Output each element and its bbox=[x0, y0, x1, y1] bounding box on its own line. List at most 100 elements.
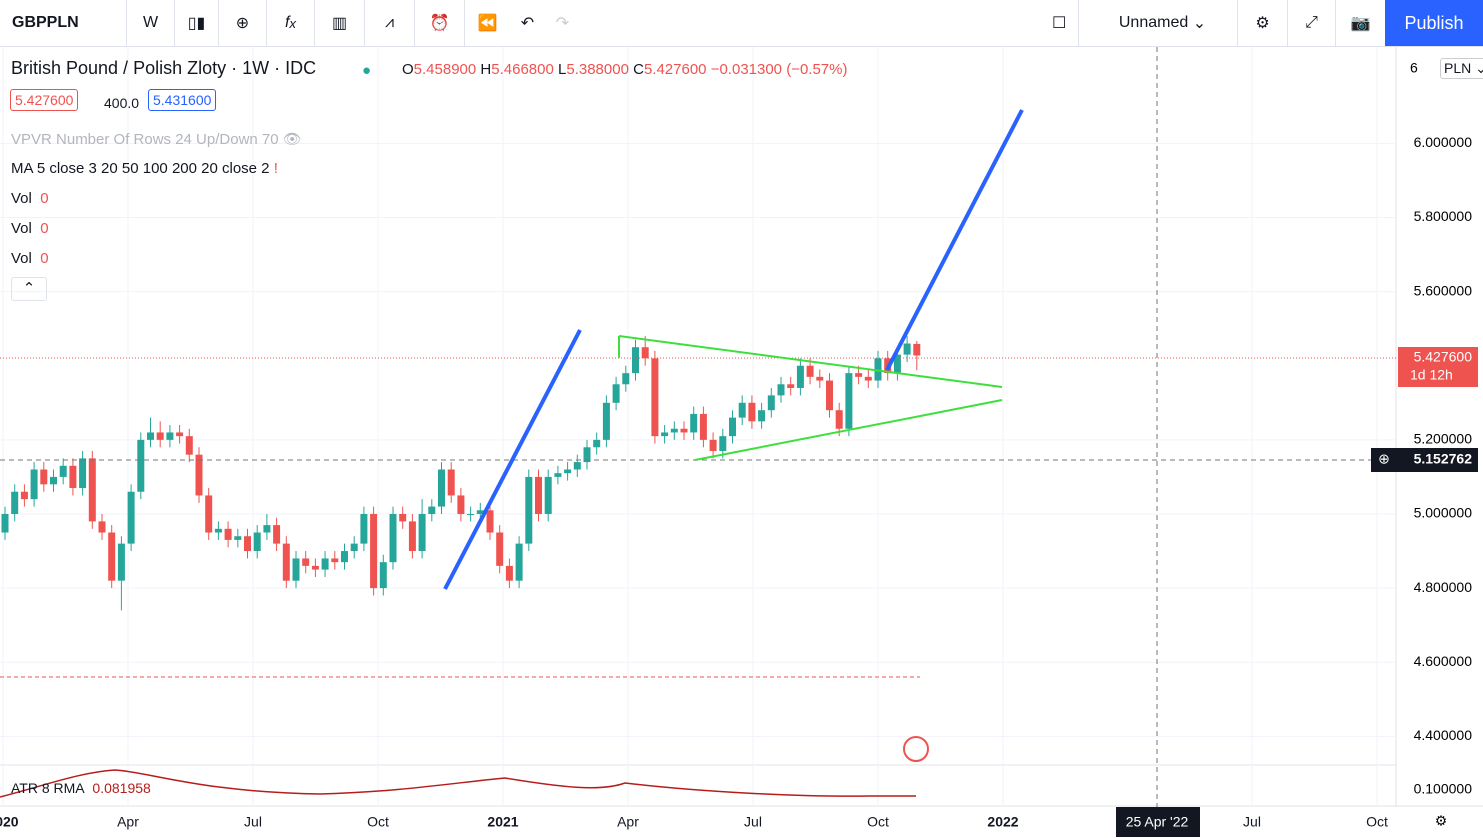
vol-label: Vol bbox=[11, 220, 32, 237]
candle-body bbox=[224, 528, 232, 540]
candle-body bbox=[263, 525, 271, 533]
candles bbox=[1, 336, 921, 611]
candle-body bbox=[845, 373, 853, 429]
candle-body bbox=[20, 491, 28, 500]
alert[interactable]: ⏰ bbox=[415, 0, 465, 46]
candle-body bbox=[282, 543, 290, 581]
c: 5.427600 bbox=[643, 61, 707, 78]
grid bbox=[0, 47, 1396, 806]
candle-body bbox=[476, 510, 484, 514]
x-tick-label: Jul bbox=[244, 814, 262, 830]
bid[interactable]: 5.427600 bbox=[10, 89, 79, 111]
candle-body bbox=[729, 417, 736, 437]
candle-body bbox=[796, 365, 804, 388]
x-tick-label: 2020 bbox=[0, 814, 19, 830]
atr-value: 0.081958 bbox=[92, 780, 151, 796]
atr-axis-label: 0.100000 bbox=[1414, 781, 1473, 797]
candle-body bbox=[826, 380, 833, 411]
candle-body bbox=[11, 491, 19, 514]
candle-body bbox=[612, 384, 620, 403]
currency[interactable]: PLN ⌄ bbox=[1440, 58, 1483, 79]
atr-line bbox=[0, 769, 916, 798]
candle-body bbox=[147, 432, 154, 440]
crosshair-plus: ⊕ bbox=[1378, 451, 1390, 467]
atr-label: ATR 8 RMA bbox=[11, 780, 85, 796]
undo[interactable]: ↶ bbox=[520, 15, 535, 32]
candle-body bbox=[253, 532, 261, 552]
axis-settings[interactable]: ⚙ bbox=[1435, 813, 1448, 829]
settings[interactable]: ⚙ bbox=[1238, 0, 1288, 46]
candle-body bbox=[88, 458, 96, 522]
candle-body bbox=[602, 402, 610, 440]
candle-body bbox=[748, 402, 756, 422]
indicator[interactable]: VPVR Number Of Rows 24 Up/Down 70 👁 bbox=[11, 131, 302, 148]
candle-body bbox=[59, 465, 67, 477]
fullscreen[interactable]: ⤢ bbox=[1288, 0, 1336, 46]
collapse-legend[interactable]: ⌃ bbox=[11, 277, 47, 301]
candle-body bbox=[428, 506, 436, 514]
publish-button[interactable]: Publish bbox=[1385, 0, 1483, 46]
change: −0.031300 (−0.57%) bbox=[710, 61, 848, 78]
candle-body bbox=[457, 495, 465, 514]
trend-line[interactable] bbox=[885, 109, 1024, 371]
l-label: L bbox=[558, 61, 567, 78]
candle-body bbox=[787, 384, 795, 388]
indicator[interactable]: MA 5 close 3 20 50 100 200 20 close 2 ! bbox=[11, 160, 278, 177]
currency-text: PLN bbox=[1444, 60, 1472, 76]
templates[interactable]: ▥ bbox=[315, 0, 365, 46]
crosshair-price: 5.152762 bbox=[1414, 451, 1473, 467]
redo[interactable]: ↷ bbox=[555, 15, 570, 32]
candle-body bbox=[709, 439, 717, 451]
candle-body bbox=[593, 439, 601, 448]
last-price-box bbox=[1398, 347, 1478, 387]
ask[interactable]: 5.431600 bbox=[148, 89, 217, 111]
candle-body bbox=[486, 510, 494, 533]
candle-body bbox=[156, 432, 164, 440]
candle-body bbox=[690, 413, 698, 433]
y-tick-label: 4.800000 bbox=[1414, 579, 1473, 595]
candle-body bbox=[641, 347, 649, 359]
alerts-chart[interactable]: ⩘ bbox=[365, 0, 415, 46]
o: 5.458900 bbox=[413, 61, 477, 78]
interval[interactable]: W bbox=[127, 0, 175, 46]
candle-body bbox=[408, 521, 416, 552]
layout-name[interactable]: Unnamed ⌄ bbox=[1088, 0, 1238, 46]
triangle-upper[interactable] bbox=[618, 335, 1003, 388]
x-tick-label: Oct bbox=[367, 814, 389, 830]
o-label: O bbox=[402, 61, 414, 78]
candle-body bbox=[311, 565, 319, 570]
candle-body bbox=[651, 358, 659, 437]
warning: ! bbox=[273, 160, 278, 177]
time-axis: 2020 Apr Jul Oct 2021 Apr Jul Oct 2022 25 Apr '22… bbox=[0, 814, 1388, 830]
vol-value: 0 bbox=[40, 250, 49, 267]
candle-body bbox=[331, 558, 339, 563]
candle-body bbox=[447, 469, 455, 496]
candle-body bbox=[661, 432, 669, 437]
candle-body bbox=[50, 476, 57, 485]
replay[interactable]: ⏪ bbox=[477, 15, 498, 32]
candle-body bbox=[874, 358, 882, 381]
candle-body bbox=[185, 436, 193, 455]
event-icon[interactable] bbox=[903, 736, 929, 762]
candle-body bbox=[30, 469, 38, 500]
symbol[interactable]: GBPPLN bbox=[0, 0, 127, 46]
bar-style[interactable]: ▯▮ bbox=[175, 0, 219, 46]
triangle-lower[interactable] bbox=[694, 399, 1003, 461]
x-tick-label: Jul bbox=[1243, 814, 1261, 830]
candle-body bbox=[69, 465, 77, 489]
candle-body bbox=[350, 543, 358, 552]
candle-body bbox=[670, 428, 678, 433]
x-tick-label: 25 Apr '22 bbox=[1126, 814, 1189, 830]
trend-line[interactable] bbox=[443, 329, 582, 590]
candle-body bbox=[913, 343, 921, 356]
x-tick-label: Oct bbox=[1366, 814, 1388, 830]
layout-toggle[interactable]: ☐ bbox=[1040, 0, 1080, 46]
candle-body bbox=[399, 513, 407, 522]
vol-value: 0 bbox=[40, 220, 49, 237]
x-tick-label: Oct bbox=[867, 814, 889, 830]
compare[interactable]: ⊕ bbox=[219, 0, 267, 46]
candle-body bbox=[525, 476, 533, 544]
candle-body bbox=[389, 513, 397, 563]
snapshot[interactable]: 📷 bbox=[1336, 0, 1386, 46]
